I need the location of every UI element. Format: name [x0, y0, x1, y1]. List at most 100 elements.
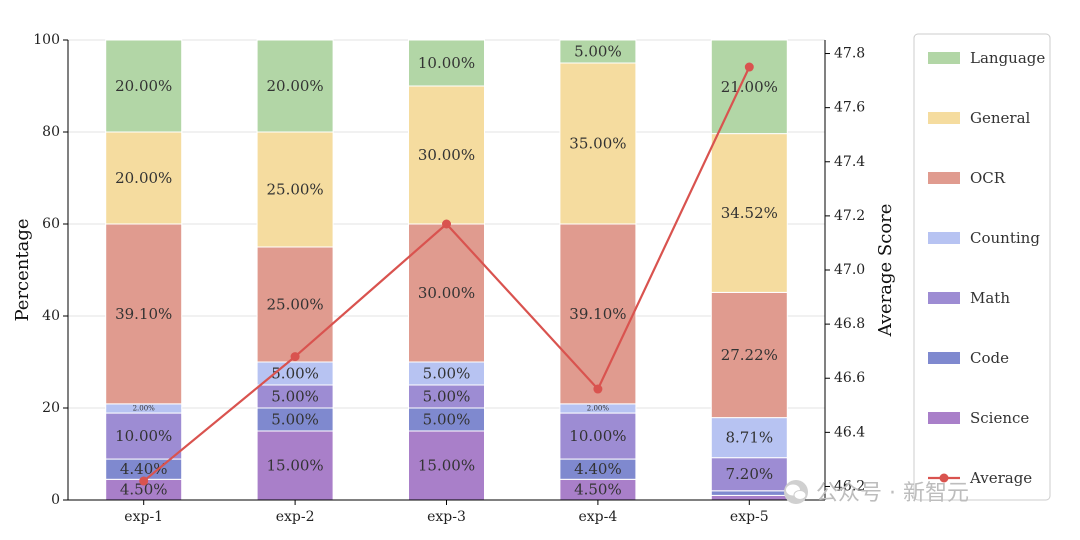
y-tick-label: 0 [51, 492, 60, 508]
data-label: 4.40% [574, 460, 622, 478]
average-point-exp-3 [442, 219, 451, 229]
bar-general-exp-4 [559, 62, 637, 225]
legend: Language General OCR Counting Math Code Scienc… [913, 33, 1051, 501]
data-label: 5.00% [271, 411, 319, 429]
data-label: 5.00% [423, 388, 471, 406]
data-label: 7.20% [725, 465, 773, 483]
legend-label: OCR [970, 169, 1006, 187]
y2-tick-label: 46.6 [834, 370, 865, 386]
axes: 0 20 40 60 80 100 46.2 46.4 46.6 46.8 47.0 47.2 47.4… [12, 32, 896, 525]
data-label: 5.00% [423, 365, 471, 383]
bar-ocr-exp-1 [105, 223, 183, 405]
x-tick-label: exp-1 [124, 509, 163, 525]
data-label: 20.00% [266, 77, 323, 95]
data-label: 39.10% [115, 305, 172, 323]
data-label: 20.00% [115, 77, 172, 95]
y-tick-label: 80 [42, 124, 60, 140]
average-point-exp-2 [290, 352, 300, 362]
bar-ocr-exp-4 [559, 223, 637, 405]
x-tick-label: exp-5 [730, 509, 769, 525]
data-label: 34.52% [721, 204, 778, 222]
y2-tick-label: 47.2 [834, 208, 865, 224]
bar-general-exp-2 [256, 131, 334, 248]
data-label: 15.00% [266, 457, 323, 475]
legend-swatch-code [928, 352, 960, 364]
bar-language-exp-5 [710, 39, 788, 135]
data-label: 10.00% [418, 54, 475, 72]
bar-code-exp-5 [710, 490, 788, 496]
wechat-icon [784, 480, 808, 504]
data-label: 30.00% [418, 284, 475, 302]
legend-label: Science [970, 409, 1029, 427]
x-tick-label: exp-4 [579, 509, 618, 525]
average-point-exp-1 [139, 476, 149, 486]
average-line-series [139, 62, 754, 486]
legend-label: Language [970, 49, 1045, 67]
data-label: 30.00% [418, 146, 475, 164]
legend-label: Code [970, 349, 1009, 367]
bar-language-exp-3 [408, 39, 485, 87]
bar-language-exp-1 [105, 39, 183, 133]
bar-language-exp-2 [256, 39, 334, 133]
y2-tick-label: 46.8 [834, 316, 865, 332]
legend-swatch-ocr [928, 172, 960, 184]
y2-tick-label: 47.8 [834, 46, 865, 62]
y2-tick-label: 46.4 [834, 424, 865, 440]
bar-general-exp-3 [408, 85, 485, 225]
data-label: 10.00% [115, 427, 172, 445]
data-label: 15.00% [418, 457, 475, 475]
y-axis-title: Percentage [12, 218, 33, 321]
bar-general-exp-5 [710, 133, 788, 293]
y-tick-label: 20 [42, 400, 60, 416]
data-label: 25.00% [266, 181, 323, 199]
legend-swatch-general [928, 112, 960, 124]
average-point-exp-5 [744, 62, 754, 72]
data-label: 10.00% [569, 427, 626, 445]
data-label: 5.00% [574, 43, 622, 61]
data-label: 20.00% [115, 169, 172, 187]
x-tick-label: exp-3 [427, 509, 466, 525]
data-label: 21.00% [721, 78, 778, 96]
data-label: 5.00% [271, 365, 319, 383]
data-label: 8.71% [725, 429, 773, 447]
legend-swatch-science [928, 412, 960, 424]
y-tick-label: 60 [42, 216, 60, 232]
segment-labels: 4.50% 15.00% 15.00% 4.50% 4.40% 5.00% 5.00% 4.4… [115, 43, 778, 499]
data-label: 2.00% [587, 404, 610, 412]
legend-marker-average [939, 473, 949, 483]
legend-swatch-math [928, 292, 960, 304]
data-label: 5.00% [271, 388, 319, 406]
data-label: 35.00% [569, 135, 626, 153]
x-tick-label: exp-2 [276, 509, 315, 525]
data-label: 25.00% [266, 296, 323, 314]
y2-tick-label: 47.4 [834, 154, 865, 170]
watermark-text: 公众号 · 新智元 [816, 481, 969, 506]
legend-box [913, 33, 1051, 501]
data-label: 39.10% [569, 305, 626, 323]
legend-label: Counting [970, 229, 1040, 247]
data-label: 4.50% [120, 481, 168, 499]
legend-swatch-language [928, 52, 960, 64]
y2-tick-label: 47.6 [834, 100, 865, 116]
bar-general-exp-1 [105, 131, 183, 225]
bar-math-exp-5 [710, 457, 788, 492]
legend-swatch-counting [928, 232, 960, 244]
y-tick-label: 100 [33, 32, 60, 48]
bar-science-exp-5 [710, 494, 788, 501]
data-label: 5.00% [423, 411, 471, 429]
bar-ocr-exp-2 [256, 246, 334, 363]
y2-axis-title: Average Score [875, 204, 896, 338]
legend-label: Average [969, 469, 1032, 487]
average-point-exp-4 [593, 384, 603, 394]
legend-label: General [970, 109, 1031, 127]
bar-language-exp-4 [559, 39, 637, 64]
data-label: 2.00% [133, 404, 156, 412]
bar-ocr-exp-5 [710, 291, 788, 419]
bar-stacks [105, 39, 788, 501]
data-label: 27.22% [721, 346, 778, 364]
data-label: 4.50% [574, 481, 622, 499]
y2-tick-label: 46.2 [834, 478, 865, 494]
bar-science-exp-2 [256, 430, 334, 501]
watermark: 公众号 · 新智元 [784, 480, 969, 506]
